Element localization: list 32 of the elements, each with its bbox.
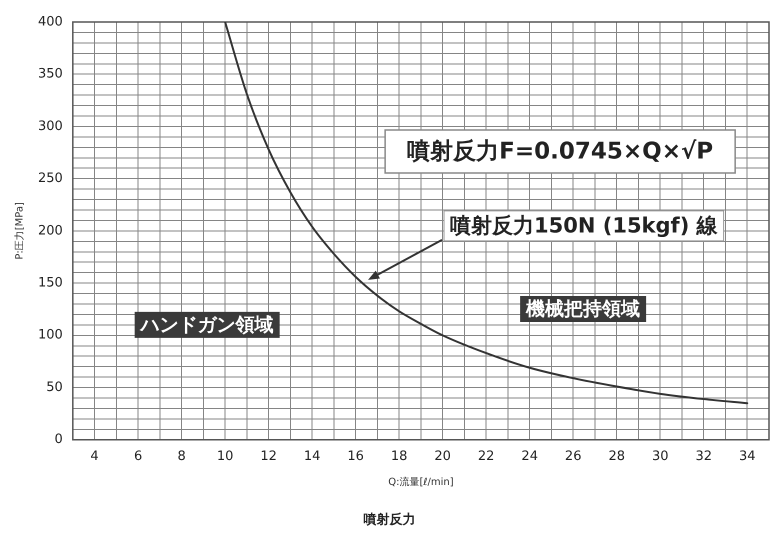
x-tick-label: 30 [652, 448, 668, 464]
y-tick-label: 400 [38, 14, 63, 30]
y-tick-label: 50 [46, 380, 63, 395]
y-tick-label: 150 [38, 276, 63, 290]
annotation: ハンドガン領域 [138, 314, 274, 336]
x-tick-label: 16 [347, 448, 364, 464]
y-tick-label: 100 [38, 328, 63, 343]
x-tick-label: 24 [521, 448, 538, 464]
y-tick-label: 350 [38, 66, 63, 82]
x-tick-label: 8 [177, 448, 186, 464]
y-tick-label: 300 [38, 118, 63, 134]
x-tick-label: 26 [564, 448, 582, 464]
x-tick-label: 14 [304, 448, 320, 464]
x-tick-label: 20 [434, 448, 451, 464]
x-tick-label: 4 [90, 448, 99, 464]
x-tick-label: 22 [478, 448, 494, 464]
annotation: 機械把持領域 [525, 298, 640, 320]
x-tick-label: 6 [134, 448, 142, 464]
annotation: 噴射反力150N (15kgf) 線 [450, 213, 719, 238]
x-tick-label: 12 [260, 448, 277, 464]
x-tick-label: 34 [738, 448, 756, 464]
x-tick-label: 18 [390, 448, 408, 464]
y-tick-label: 200 [38, 223, 63, 238]
x-tick-label: 28 [608, 448, 625, 464]
text: 噴射反力 [364, 512, 416, 528]
y-tick-label: 0 [54, 432, 63, 448]
x-axis-title: Q:流量[ℓ/min] [388, 476, 454, 488]
y-axis-title: P:圧力[MPa] [14, 202, 26, 260]
x-tick-label: 10 [216, 448, 234, 464]
y-tick-label: 250 [38, 171, 63, 186]
x-tick-label: 32 [695, 448, 712, 464]
annotation: 噴射反力F=0.0745×Q×√P [407, 138, 714, 164]
